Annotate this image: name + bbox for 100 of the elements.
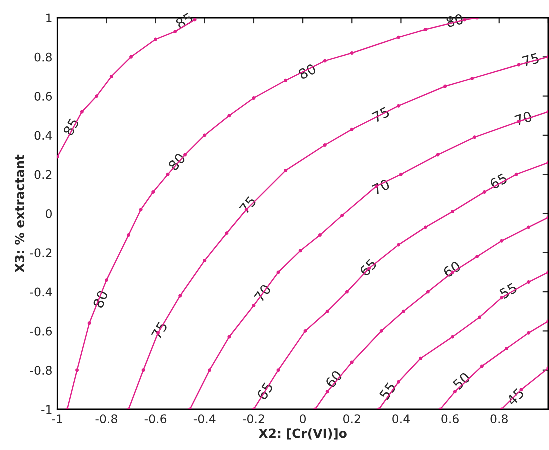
point [95, 94, 99, 98]
point [444, 84, 448, 88]
point [451, 335, 454, 339]
y-tick-label: 0.6 [34, 92, 52, 101]
point [208, 368, 212, 372]
point [284, 78, 288, 82]
point [504, 347, 508, 351]
point [80, 110, 84, 114]
x-tick-label: -0.6 [144, 414, 167, 424]
point [476, 255, 480, 259]
annotation: 55 [499, 282, 518, 300]
x-tick-label: 0.2 [344, 414, 360, 424]
x-tick-label: 0.6 [442, 414, 459, 424]
point [470, 76, 474, 80]
point [397, 380, 400, 384]
point [350, 52, 354, 55]
point [480, 364, 484, 368]
point [110, 74, 114, 78]
annotation: 85 [62, 118, 80, 136]
x-tick-label: -0.8 [96, 414, 118, 424]
x-axis-title: X2: [Cr(VI)]o [258, 428, 347, 440]
point [174, 30, 178, 34]
point [478, 316, 482, 320]
y-tick-label: 0.2 [34, 170, 52, 180]
y-axis-title: X3: % extractant [15, 154, 25, 273]
x-tick-label: 0.4 [392, 414, 410, 424]
point [451, 210, 454, 214]
point [463, 18, 467, 22]
point [473, 136, 477, 140]
y-tick-label: 0 [46, 209, 52, 218]
point [419, 356, 423, 360]
point [166, 172, 170, 176]
point [436, 153, 440, 157]
point [142, 368, 146, 372]
point [152, 190, 156, 194]
point [154, 38, 158, 42]
point [350, 128, 354, 132]
line-series [438, 320, 548, 410]
y-tick-label: -0.2 [30, 248, 52, 258]
point [399, 172, 403, 176]
point [380, 329, 384, 333]
y-tick-label: 1 [46, 14, 52, 22]
x-tick-label: -1 [52, 414, 62, 424]
point [527, 331, 531, 335]
point [402, 310, 406, 314]
point [252, 96, 256, 100]
point [350, 360, 354, 364]
x-tick-label: -0.2 [243, 414, 264, 424]
point [500, 239, 504, 243]
x-tick-label: -0.4 [194, 414, 216, 424]
point [326, 390, 330, 394]
point [453, 390, 457, 394]
x-tick-label: 0.8 [490, 414, 508, 424]
point [397, 104, 400, 108]
point [104, 278, 108, 282]
y-tick-label: 0.4 [34, 131, 52, 140]
point [88, 322, 92, 326]
point [276, 270, 280, 274]
annotation: 65 [359, 258, 378, 278]
point [228, 335, 232, 339]
point [193, 18, 197, 22]
point [397, 243, 400, 247]
point [426, 290, 430, 294]
point [345, 290, 349, 294]
point [127, 234, 131, 238]
point [323, 59, 327, 63]
point [225, 232, 229, 236]
line-series [314, 216, 548, 410]
line-series [127, 55, 548, 410]
point [178, 294, 182, 298]
point [517, 63, 521, 67]
point [203, 258, 207, 262]
point [276, 368, 280, 372]
annotation: 75 [522, 53, 540, 67]
point [284, 168, 288, 172]
y-tick-label: 0.8 [34, 52, 52, 62]
point [139, 208, 143, 212]
point [228, 114, 232, 118]
point [514, 172, 518, 176]
point [397, 36, 400, 40]
point [424, 226, 428, 230]
x-tick-label: 0 [300, 414, 306, 424]
annotation: 65 [489, 173, 508, 190]
y-tick-label: -0.4 [30, 288, 52, 297]
point [482, 190, 486, 194]
point [203, 134, 207, 138]
point [527, 226, 531, 230]
point [76, 368, 80, 372]
point [252, 304, 256, 308]
point [304, 329, 308, 333]
point [527, 280, 531, 284]
y-tick-label: -0.8 [30, 366, 52, 376]
y-tick-label: -1 [42, 405, 52, 414]
point [340, 214, 344, 218]
point [323, 144, 327, 147]
point [424, 28, 428, 32]
point [130, 55, 134, 59]
point [318, 234, 322, 238]
point [326, 310, 330, 314]
point [298, 249, 302, 253]
